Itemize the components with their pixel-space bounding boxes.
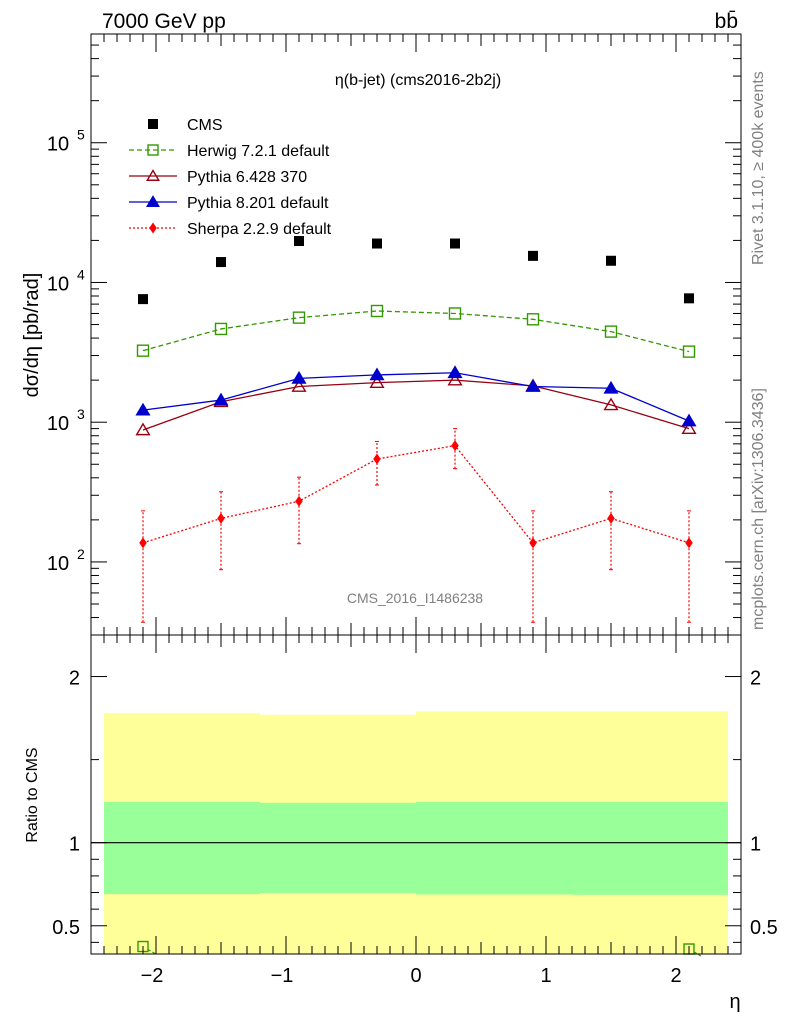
data-point-pythia-8-201-default (135, 402, 151, 416)
mcplots-side-label: mcplots.cern.ch [arXiv:1306.3436] (750, 388, 767, 630)
y-tick-label: 10 (47, 273, 69, 295)
data-point-pythia-6-428-370 (447, 372, 463, 386)
data-point-pythia-6-428-370 (369, 375, 385, 388)
data-point-sherpa-2-2-9-default (529, 537, 537, 549)
data-point-herwig-7-2-1-default (526, 313, 540, 326)
series-line-herwig-7-2-1-default (142, 310, 690, 353)
data-point-pythia-6-428-370 (135, 422, 151, 436)
data-point-cms (372, 238, 382, 249)
legend-label-sherpa-2-2-9-default: Sherpa 2.2.9 default (187, 221, 332, 238)
data-point-pythia-8-201-default (603, 380, 619, 394)
x-tick-label: −2 (141, 965, 164, 987)
green-uncertainty-band (104, 801, 260, 895)
data-point-cms (606, 255, 616, 266)
x-tick-label: 2 (670, 965, 681, 987)
data-point-herwig-7-2-1-default (292, 311, 306, 324)
green-uncertainty-band (572, 801, 728, 895)
data-point-pythia-8-201-default (213, 392, 229, 406)
data-point-pythia-8-201-default (681, 413, 697, 427)
main-y-axis-label: dσ/dη [pb/rad] (21, 273, 43, 398)
y-tick-label: 10 (47, 134, 69, 156)
x-tick-label: 1 (540, 965, 551, 987)
legend-marker-cms (148, 119, 158, 129)
ratio-y-tick-label-right: 1 (750, 834, 761, 856)
ratio-plot-panel: 0.5 0.5 1 1 2 2 −2 −1 0 1 2 Ratio to CMS η (24, 634, 778, 1013)
data-point-herwig-7-2-1-default (214, 322, 228, 336)
y-tick-label: 10 (47, 413, 69, 435)
y-tick-label-exponent: 3 (77, 406, 85, 422)
data-point-sherpa-2-2-9-default (451, 440, 459, 452)
series-line-sherpa-2-2-9-default (142, 444, 690, 544)
data-point-pythia-8-201-default (447, 365, 463, 379)
ratio-line-herwig (693, 951, 702, 957)
data-point-sherpa-2-2-9-default (139, 537, 147, 549)
data-point-cms (138, 294, 148, 305)
data-point-sherpa-2-2-9-default (217, 512, 225, 524)
series-line-pythia-6-428-370 (142, 379, 690, 431)
ratio-line-herwig (147, 949, 156, 955)
green-uncertainty-band (260, 802, 416, 894)
data-point-herwig-7-2-1-default (136, 344, 150, 357)
data-point-pythia-8-201-default (291, 370, 307, 384)
data-point-cms (294, 236, 304, 247)
ratio-y-tick-label-left: 0.5 (52, 917, 80, 939)
legend-marker-herwig-7-2-1-default (147, 144, 159, 156)
ratio-y-tick-label-left: 2 (69, 668, 80, 690)
data-point-cms (216, 257, 226, 268)
data-point-herwig-7-2-1-default (604, 325, 618, 338)
green-uncertainty-band (416, 801, 572, 895)
legend-label-pythia-8-201-default: Pythia 8.201 default (187, 195, 329, 212)
data-point-sherpa-2-2-9-default (685, 537, 693, 549)
data-point-cms (528, 250, 538, 261)
plot-title: η(b-jet) (cms2016-2b2j) (335, 72, 501, 89)
legend-label-cms: CMS (187, 117, 223, 134)
data-point-pythia-6-428-370 (291, 379, 307, 392)
energy-label: 7000 GeV pp (102, 10, 226, 33)
legend-marker-pythia-8-201-default (146, 195, 160, 207)
rivet-side-label: Rivet 3.1.10, ≥ 400k events (750, 71, 767, 265)
y-tick-label: 10 (47, 553, 69, 575)
ratio-y-tick-label-left: 1 (69, 834, 80, 856)
data-point-cms (450, 238, 460, 249)
ratio-y-tick-label-right: 2 (750, 668, 761, 690)
y-tick-label-exponent: 2 (77, 546, 85, 562)
legend-label-herwig-7-2-1-default: Herwig 7.2.1 default (187, 143, 330, 160)
ratio-y-axis-label: Ratio to CMS (24, 747, 41, 842)
data-point-sherpa-2-2-9-default (607, 512, 615, 524)
legend: CMS Herwig 7.2.1 default Pythia 6.428 370 P… (129, 117, 332, 238)
ratio-y-tick-label-right: 0.5 (750, 917, 778, 939)
x-tick-label: 0 (410, 965, 421, 987)
y-tick-label-exponent: 4 (77, 266, 85, 282)
analysis-id-label: CMS_2016_I1486238 (347, 590, 483, 606)
data-point-pythia-8-201-default (525, 379, 541, 392)
data-point-pythia-6-428-370 (603, 397, 619, 411)
series-line-pythia-8-201-default (142, 372, 690, 422)
main-plot-panel: 10 2 10 3 10 4 10 5 η(b-jet) (cms2016-2b2j) dσ/… (21, 33, 742, 636)
y-tick-label-exponent: 5 (77, 127, 85, 143)
data-point-sherpa-2-2-9-default (295, 495, 303, 507)
data-point-herwig-7-2-1-default (370, 304, 384, 318)
data-point-herwig-7-2-1-default (448, 307, 462, 320)
process-label: bb̄ (715, 10, 738, 33)
data-point-pythia-6-428-370 (681, 421, 697, 434)
data-point-herwig-7-2-1-default (682, 345, 696, 358)
x-tick-label: −1 (271, 965, 294, 987)
legend-marker-sherpa-2-2-9-default (149, 222, 157, 234)
data-point-sherpa-2-2-9-default (373, 453, 381, 465)
data-point-cms (684, 293, 694, 304)
x-axis-label: η (729, 991, 740, 1013)
legend-marker-pythia-6-428-370 (146, 169, 160, 181)
ratio-plot-frame (90, 634, 742, 955)
legend-label-pythia-6-428-370: Pythia 6.428 370 (187, 169, 307, 186)
data-point-pythia-8-201-default (369, 367, 385, 381)
